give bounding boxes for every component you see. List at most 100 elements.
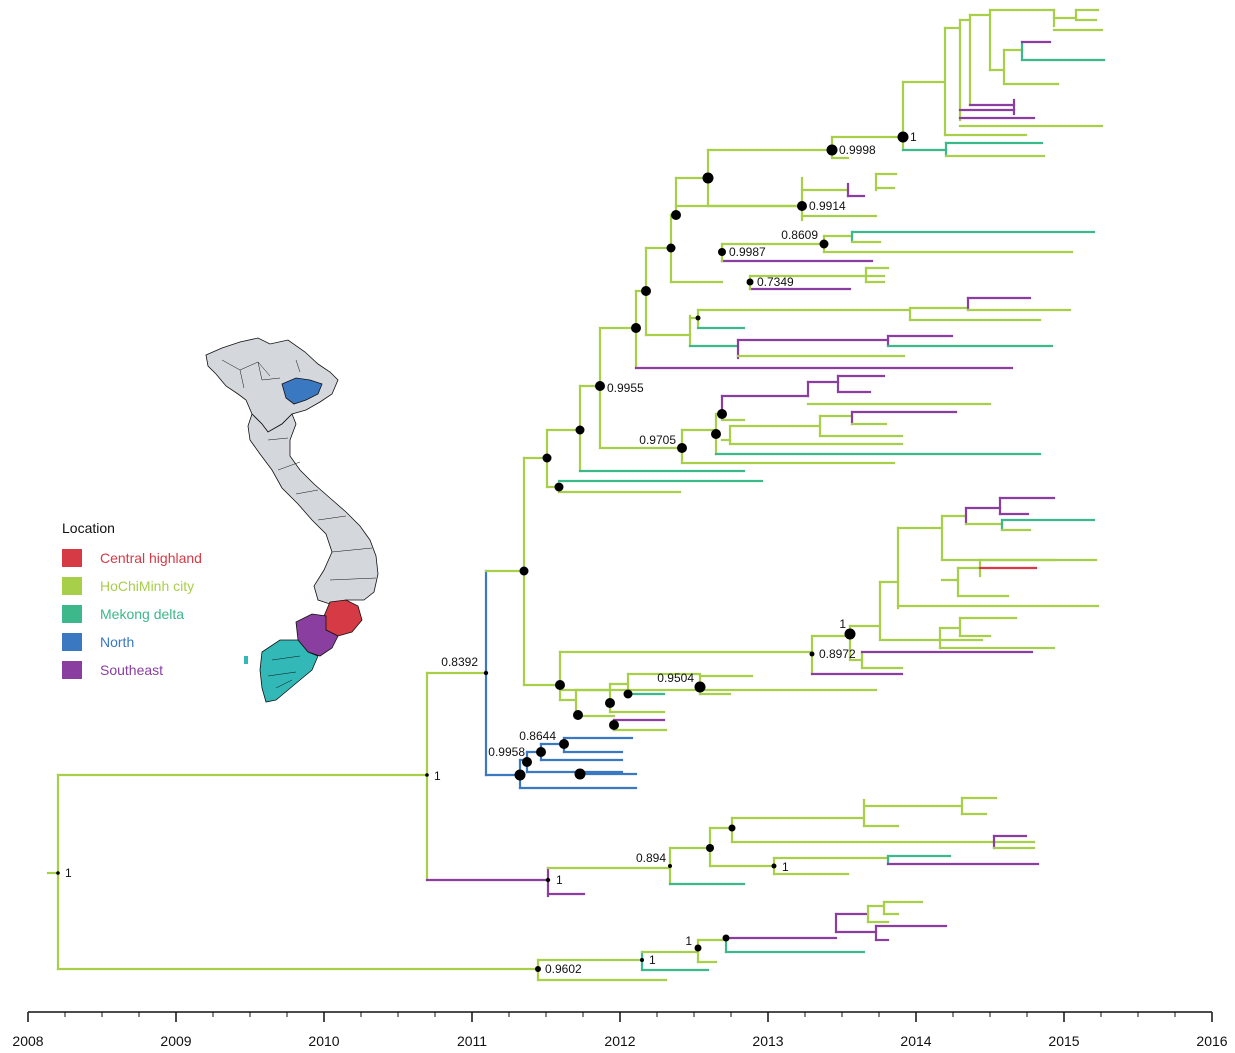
- support-node: [575, 425, 585, 435]
- support-node: [514, 769, 526, 781]
- map-region-central-highland: [323, 599, 363, 637]
- time-axis: 2008 2009 2010 2011 2012 2013 2014 2015 2016: [12, 1011, 1228, 1049]
- support-node: [718, 248, 726, 256]
- support-node: [711, 429, 721, 439]
- map-outline-north: [205, 337, 339, 433]
- legend-swatch: [62, 661, 82, 679]
- node-support-label: 1: [839, 617, 846, 631]
- node-support-label: 0.8392: [441, 655, 478, 669]
- support-node: [826, 144, 838, 156]
- support-node: [641, 286, 651, 296]
- support-node: [717, 409, 727, 419]
- support-node: [519, 566, 529, 576]
- support-node: [640, 958, 644, 962]
- support-node: [545, 877, 551, 883]
- support-node: [797, 201, 807, 211]
- node-support-label: 0.894: [636, 851, 666, 865]
- map-island: [244, 656, 248, 664]
- legend-label: Southeast: [100, 662, 164, 678]
- support-node: [559, 739, 569, 749]
- support-node: [56, 871, 60, 875]
- node-support-label: 0.8644: [519, 729, 556, 743]
- node-support-label: 0.9955: [607, 381, 644, 395]
- legend-label: HoChiMinh city: [100, 578, 195, 594]
- support-node: [666, 243, 676, 253]
- legend-swatch: [62, 633, 82, 651]
- support-node: [695, 315, 701, 321]
- node-support-label: 0.9705: [639, 433, 676, 447]
- support-node: [609, 720, 619, 730]
- support-node: [668, 864, 672, 868]
- support-node: [819, 239, 829, 249]
- legend: Location Central highland HoChiMinh city…: [62, 520, 202, 684]
- support-node: [694, 681, 706, 693]
- map-province-lines: [221, 359, 377, 689]
- support-node: [542, 453, 552, 463]
- tree-nodes: [56, 131, 909, 972]
- support-node: [844, 628, 856, 640]
- node-support-label: 0.7349: [757, 275, 794, 289]
- support-node: [573, 710, 583, 720]
- support-node: [728, 824, 736, 832]
- legend-swatch: [62, 605, 82, 623]
- legend-label: Mekong delta: [100, 606, 185, 622]
- node-support-label: 1: [556, 873, 563, 887]
- legend-swatch: [62, 549, 82, 567]
- support-node: [771, 863, 777, 869]
- node-support-label: 1: [649, 953, 656, 967]
- support-node: [554, 482, 564, 492]
- support-node: [631, 323, 641, 333]
- legend-item-hochiminh-city: HoChiMinh city: [62, 572, 202, 600]
- node-support-label: 1: [910, 130, 917, 144]
- node-support-label: 1: [782, 860, 789, 874]
- axis-year-label: 2014: [900, 1033, 931, 1049]
- support-node: [595, 381, 605, 391]
- legend-label: Central highland: [100, 550, 202, 566]
- axis-year-label: 2012: [604, 1033, 635, 1049]
- support-node: [605, 698, 615, 708]
- node-support-label: 0.9914: [809, 199, 846, 213]
- support-node: [671, 210, 681, 220]
- support-node: [809, 651, 815, 657]
- node-support-label: 0.8609: [781, 228, 818, 242]
- support-node: [535, 966, 541, 972]
- axis-year-label: 2008: [12, 1033, 43, 1049]
- node-support-label: 1: [434, 769, 441, 783]
- node-support-label: 1: [65, 866, 72, 880]
- axis-year-label: 2015: [1048, 1033, 1079, 1049]
- axis-year-label: 2009: [160, 1033, 191, 1049]
- axis-year-label: 2010: [308, 1033, 339, 1049]
- support-node: [706, 844, 714, 852]
- support-node: [425, 773, 429, 777]
- axis-year-label: 2016: [1196, 1033, 1227, 1049]
- legend-title: Location: [62, 520, 115, 536]
- legend-label: North: [100, 634, 135, 650]
- node-support-label: 1: [685, 934, 692, 948]
- support-node: [746, 278, 754, 286]
- support-node: [702, 172, 714, 184]
- legend-item-central-highland: Central highland: [62, 544, 202, 572]
- tree-branches: [46, 8, 1106, 982]
- support-node: [522, 757, 532, 767]
- support-node: [555, 680, 565, 690]
- legend-swatch: [62, 577, 82, 595]
- node-support-label: 0.8972: [819, 647, 856, 661]
- node-support-label: 0.9602: [545, 962, 582, 976]
- support-node: [483, 670, 489, 676]
- map-outline-center: [247, 413, 379, 605]
- node-support-label: 0.9504: [657, 671, 694, 685]
- legend-item-mekong-delta: Mekong delta: [62, 600, 202, 628]
- support-node: [677, 443, 687, 453]
- map-region-mekong: [259, 639, 319, 703]
- legend-item-southeast: Southeast: [62, 656, 202, 684]
- node-labels: 1 1 0.8392 1 0.9998 1 0.9914 0.8609 0.9987 0.7349…: [65, 130, 917, 976]
- legend-item-north: North: [62, 628, 202, 656]
- axis-year-label: 2013: [752, 1033, 783, 1049]
- node-support-label: 0.9958: [488, 745, 525, 759]
- support-node: [574, 768, 586, 780]
- map-region-north-highlight: [281, 377, 323, 405]
- node-support-label: 0.9987: [729, 245, 766, 259]
- support-node: [623, 689, 633, 699]
- support-node: [897, 131, 909, 143]
